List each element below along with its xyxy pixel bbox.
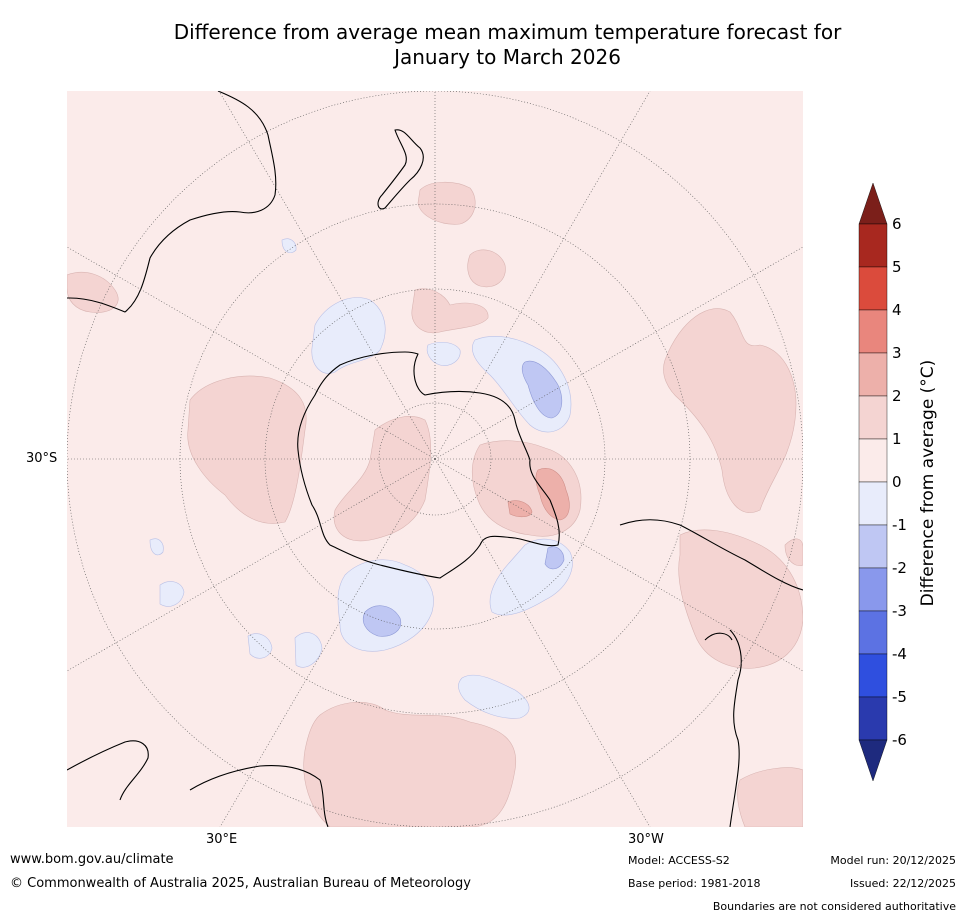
anomaly-patch-positive-strong — [535, 468, 570, 521]
footer-model: Model: ACCESS-S2 — [628, 854, 730, 867]
colorbar-tick: -6 — [892, 731, 907, 749]
footer-copyright: © Commonwealth of Australia 2025, Austra… — [10, 876, 471, 891]
anomaly-patch-negative — [458, 674, 530, 719]
anomaly-patch-negative-strong — [362, 605, 402, 637]
anomaly-patch-negative — [247, 633, 273, 659]
anomaly-patch-negative — [294, 632, 323, 668]
footer-disclaimer: Boundaries are not considered authoritat… — [712, 900, 956, 913]
anomaly-patch-positive — [737, 767, 803, 827]
anomaly-patch-positive — [67, 271, 119, 313]
colorbar-band-1-to-2 — [858, 395, 888, 440]
anomaly-layer — [67, 181, 803, 827]
colorbar-tick: 5 — [892, 258, 902, 276]
colorbar-tick: 4 — [892, 301, 902, 319]
colorbar-band-minus5-to-minus4 — [858, 653, 888, 698]
title-line-1: Difference from average mean maximum tem… — [173, 20, 842, 44]
anomaly-patch-negative-strong — [521, 360, 563, 419]
colorbar-band-minus6-to-minus5 — [858, 696, 888, 741]
graticule-meridian — [219, 458, 436, 827]
colorbar-band-5-to-6 — [858, 223, 888, 268]
colorbar-arrow-top — [858, 182, 888, 225]
anomaly-patch-negative — [149, 538, 164, 556]
graticule-meridian — [434, 458, 651, 827]
anomaly-patch-negative — [426, 341, 461, 366]
coastline-australia — [67, 91, 277, 313]
anomaly-patch-positive — [663, 308, 797, 513]
colorbar-band-4-to-5 — [858, 266, 888, 311]
anomaly-patch-positive-strong — [507, 500, 533, 518]
coastlines — [67, 91, 803, 827]
anomaly-patch-positive — [303, 701, 517, 827]
anomaly-patch-negative-strong — [544, 546, 565, 570]
colorbar-tick: -2 — [892, 559, 907, 577]
graticule-meridian — [218, 91, 436, 460]
colorbar-band-2-to-3 — [858, 352, 888, 397]
coastline-new-zealand — [377, 129, 424, 210]
title-line-2: January to March 2026 — [394, 45, 621, 69]
footer-issued: Issued: 22/12/2025 — [849, 877, 956, 890]
colorbar-tick: 1 — [892, 430, 902, 448]
colorbar-tick: 6 — [892, 215, 902, 233]
colorbar — [858, 182, 888, 782]
colorbar-tick: -3 — [892, 602, 907, 620]
anomaly-patch-positive — [784, 538, 803, 566]
coastline-antarctica — [297, 351, 560, 579]
coastline-africa — [67, 740, 329, 827]
anomaly-patch-positive — [187, 375, 307, 524]
anomaly-patch-negative — [337, 559, 434, 652]
anomaly-patch-negative — [281, 238, 297, 253]
colorbar-band-minus1-to-0 — [858, 481, 888, 526]
colorbar-tick: -4 — [892, 645, 907, 663]
anomaly-patch-positive — [678, 529, 803, 669]
colorbar-tick: -5 — [892, 688, 907, 706]
colorbar-tick: -1 — [892, 516, 907, 534]
anomaly-patch-positive — [333, 416, 432, 542]
anomaly-patch-negative — [311, 297, 386, 374]
anomaly-patch-positive — [411, 288, 489, 334]
anomaly-patch-positive — [467, 249, 506, 288]
lon-label-30w: 30°W — [628, 832, 664, 847]
colorbar-band-minus4-to-minus3 — [858, 610, 888, 655]
footer-website: www.bom.gov.au/climate — [10, 852, 174, 867]
colorbar-band-0-to-1 — [858, 438, 888, 483]
footer-model-run: Model run: 20/12/2025 — [830, 854, 956, 867]
anomaly-patch-negative — [159, 581, 185, 607]
map-title: Difference from average mean maximum tem… — [60, 20, 955, 70]
colorbar-title: Difference from average (°C) — [918, 359, 938, 607]
colorbar-tick: 2 — [892, 387, 902, 405]
graticule — [67, 91, 803, 827]
colorbar-band-3-to-4 — [858, 309, 888, 354]
graticule-circle-60s — [264, 288, 606, 630]
colorbar-arrow-bottom — [858, 739, 888, 782]
lon-label-30e: 30°E — [206, 832, 238, 847]
colorbar-band-minus3-to-minus2 — [858, 567, 888, 612]
anomaly-patch-positive — [417, 181, 476, 225]
colorbar-tick: 3 — [892, 344, 902, 362]
colorbar-band-minus2-to-minus1 — [858, 524, 888, 569]
footer-base-period: Base period: 1981-2018 — [628, 877, 761, 890]
lat-label-30s: 30°S — [26, 451, 58, 466]
graticule-meridian — [434, 91, 651, 460]
graticule-circle-80s — [378, 402, 492, 516]
colorbar-tick: 0 — [892, 473, 902, 491]
coastline-south-america — [619, 519, 803, 827]
